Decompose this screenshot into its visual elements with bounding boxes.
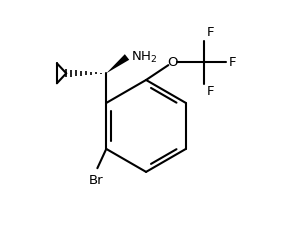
Text: F: F — [206, 26, 214, 39]
Polygon shape — [106, 54, 129, 73]
Text: F: F — [229, 56, 237, 69]
Text: Br: Br — [88, 174, 103, 186]
Text: NH$_2$: NH$_2$ — [131, 49, 157, 65]
Text: F: F — [206, 85, 214, 98]
Text: O: O — [168, 56, 178, 69]
